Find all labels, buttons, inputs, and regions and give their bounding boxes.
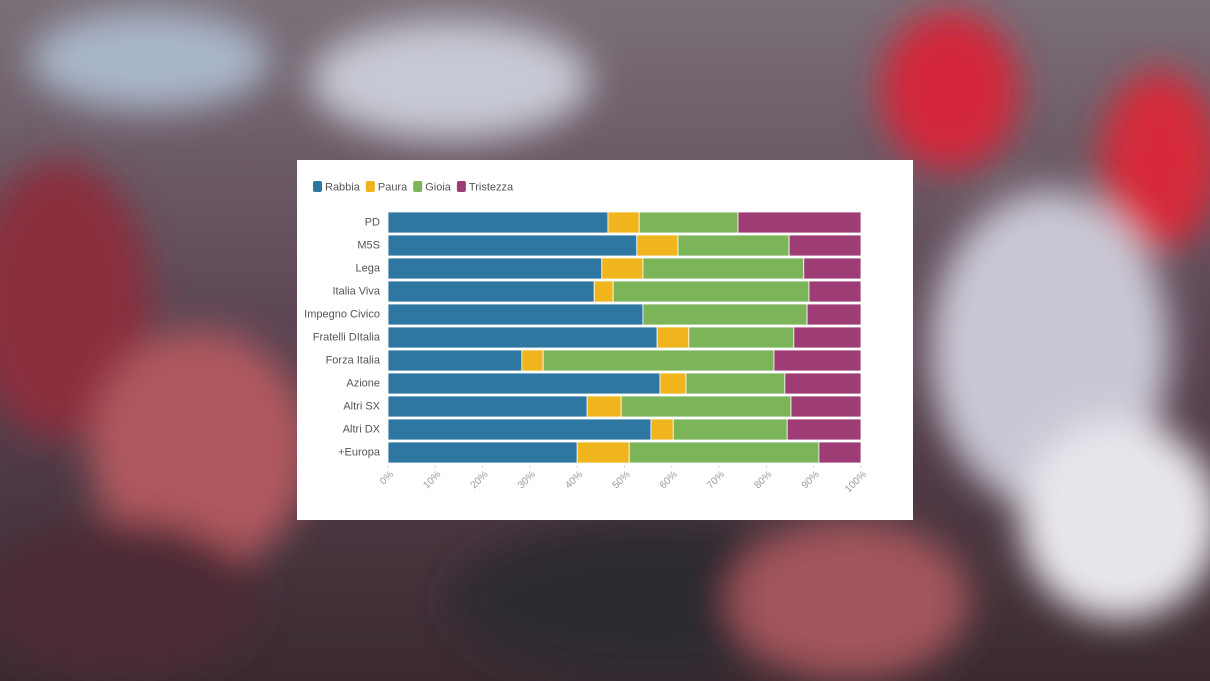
legend-label: Tristezza (469, 181, 514, 193)
bar-segment (387, 395, 588, 418)
bar-segment (387, 326, 658, 349)
bar-segment (628, 441, 820, 464)
bar-segment (387, 234, 638, 257)
x-tick-label: 20% (469, 469, 491, 491)
x-tick-label: 30% (516, 469, 538, 491)
bar-segment (387, 303, 644, 326)
bar-segment (656, 326, 690, 349)
bar-segment (612, 280, 810, 303)
bar-segment (593, 280, 614, 303)
bar-segment (387, 418, 652, 441)
bar-segment (642, 257, 805, 280)
bar-segment (642, 303, 808, 326)
bar-segment (650, 418, 674, 441)
bar-segment (638, 211, 739, 234)
bar-segment (737, 211, 862, 234)
legend-swatch (365, 181, 375, 192)
bar-segment (521, 349, 544, 372)
legend-swatch (313, 181, 322, 192)
x-tick-label: 60% (658, 469, 680, 491)
bar-segment (677, 234, 790, 257)
bar-segment (685, 372, 786, 395)
bar-segment (387, 441, 578, 464)
x-tick-label: 0% (378, 469, 396, 487)
bar-segment (387, 372, 661, 395)
bar-segment (659, 372, 687, 395)
bar-segment (576, 441, 630, 464)
bar-segment (542, 349, 775, 372)
legend-label: Gioia (425, 181, 452, 193)
y-tick-label: Impegno Civico (304, 308, 380, 320)
x-tick-label: 80% (752, 469, 774, 491)
y-tick-label: PD (365, 216, 380, 228)
bar-segment (808, 280, 862, 303)
y-tick-label: M5S (357, 239, 380, 251)
y-tick-label: Azione (346, 377, 380, 389)
bar-segment (790, 395, 862, 418)
y-tick-label: Altri SX (343, 400, 380, 412)
bar-segment (818, 441, 862, 464)
bar-segment (688, 326, 795, 349)
bar-segment (387, 211, 609, 234)
x-tick-label: 90% (800, 469, 822, 491)
y-tick-label: Italia Viva (333, 285, 381, 297)
bar-segment (788, 234, 862, 257)
x-tick-label: 100% (843, 469, 869, 495)
bar-segment (803, 257, 862, 280)
bar-segment (607, 211, 640, 234)
chart: Rabbia Paura Gioia Tristezza 0% 10% 20% 30% 40% 5… (304, 181, 869, 495)
bar-segment (601, 257, 644, 280)
legend-label: Rabbia (325, 181, 361, 193)
y-tick-label: +Europa (338, 446, 381, 458)
x-tick-label: 70% (705, 469, 727, 491)
bar-segment (620, 395, 792, 418)
bar-segment (672, 418, 788, 441)
bar-segment (786, 418, 862, 441)
bar-segment (793, 326, 862, 349)
x-tick-label: 10% (421, 469, 443, 491)
bar-segment (773, 349, 862, 372)
bar-segment (636, 234, 679, 257)
chart-card: Rabbia Paura Gioia Tristezza 0% 10% 20% 30% 40% 5… (297, 160, 913, 520)
y-tick-label: Altri DX (343, 423, 381, 435)
legend-label: Paura (378, 181, 408, 193)
y-tick-label: Forza Italia (326, 354, 381, 366)
bar-segment (387, 349, 523, 372)
bar-segment (387, 280, 595, 303)
legend-swatch (413, 181, 423, 192)
legend-swatch (456, 181, 466, 192)
bar-segment (806, 303, 862, 326)
bar-segment (784, 372, 862, 395)
x-tick-label: 40% (563, 469, 585, 491)
x-tick-label: 50% (611, 469, 633, 491)
bar-segment (387, 257, 603, 280)
y-tick-label: Fratelli DItalia (313, 331, 381, 343)
y-tick-label: Lega (356, 262, 381, 274)
bar-segment (586, 395, 622, 418)
